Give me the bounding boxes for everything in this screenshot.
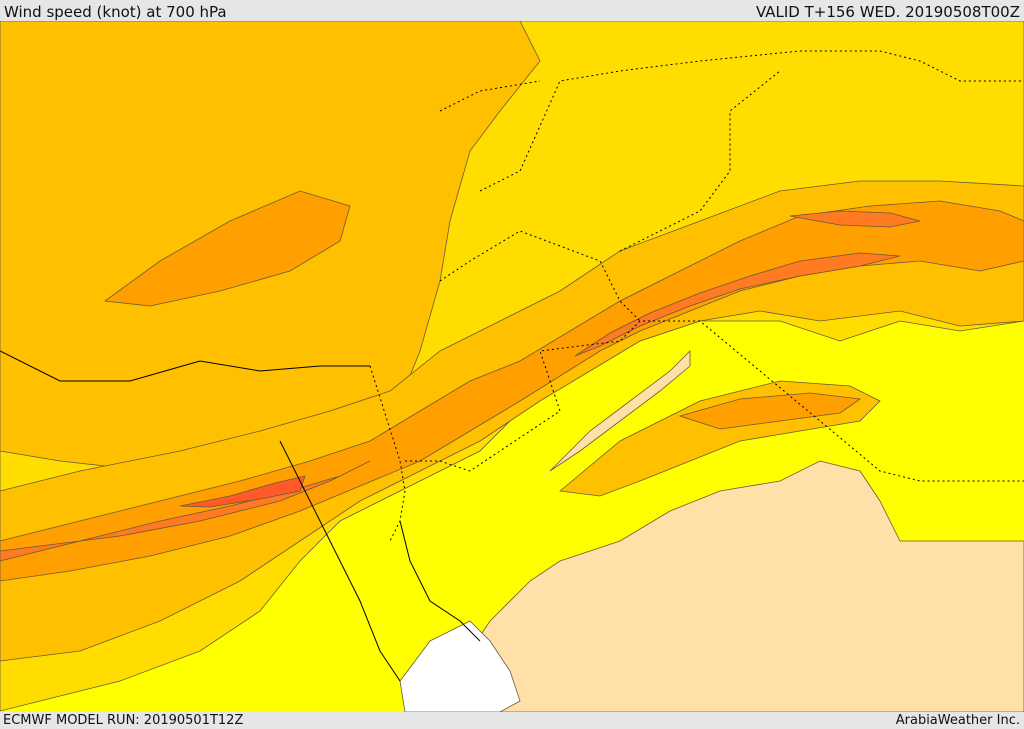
- field-fresh-band: [0, 180, 1024, 662]
- field-strong-jet: [0, 200, 1024, 582]
- field-very-light-band: [549, 350, 691, 472]
- wind-speed-map: [0, 20, 1024, 713]
- field-jet: [0, 460, 371, 562]
- map-footer: ECMWF MODEL RUN: 20190501T12Z ArabiaWeat…: [0, 712, 1024, 729]
- model-run: ECMWF MODEL RUN: 20190501T12Z: [3, 713, 244, 728]
- valid-time: VALID T+156 WED. 20190508T00Z: [755, 3, 1020, 21]
- field-jet-gulf: [789, 210, 921, 228]
- field-strong-med: [103, 190, 351, 307]
- coastlines: [0, 350, 481, 682]
- map-title: Wind speed (knot) at 700 hPa: [4, 3, 227, 21]
- brand-label: ArabiaWeather Inc.: [895, 713, 1020, 728]
- country-borders: [369, 50, 1024, 542]
- field-strong-south: [678, 392, 862, 430]
- map-header: Wind speed (knot) at 700 hPa VALID T+156…: [0, 0, 1024, 21]
- field-jet-east: [574, 252, 901, 357]
- field-core: [179, 475, 306, 508]
